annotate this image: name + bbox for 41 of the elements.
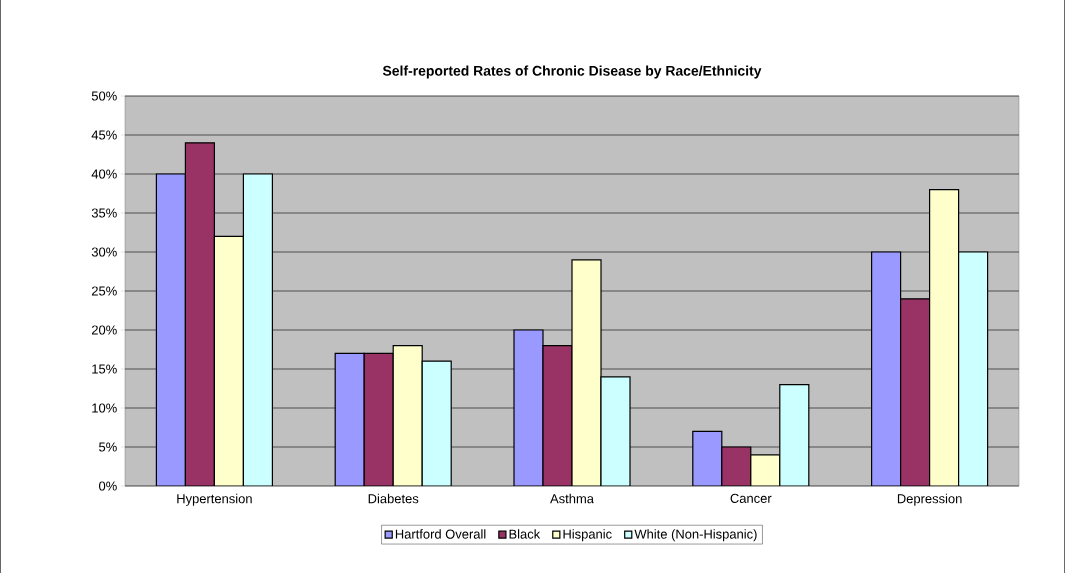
y-tick-label: 35% <box>91 208 117 218</box>
x-tick-label: Depression <box>897 493 962 506</box>
x-tick-label: Cancer <box>730 493 772 503</box>
bar <box>156 174 186 486</box>
bar <box>334 352 365 486</box>
bar <box>392 345 423 486</box>
y-tick-label: 10% <box>92 403 117 413</box>
bar <box>779 384 810 486</box>
bar <box>929 189 960 486</box>
y-tick-label: 5% <box>99 442 117 452</box>
bar <box>421 360 452 486</box>
bar <box>900 298 931 486</box>
chart-title: Self-reported Rates of Chronic Disease by Race/Ethnicity <box>382 65 762 79</box>
bar <box>513 329 544 486</box>
bar <box>600 376 631 486</box>
bar <box>692 430 723 486</box>
bar <box>243 174 273 486</box>
x-tick-label: Hypertension <box>177 493 252 506</box>
bar <box>871 251 902 486</box>
y-tick-label: 45% <box>91 130 117 140</box>
legend-label: White (Non-Hispanic) <box>634 529 757 542</box>
y-tick-label: 25% <box>91 286 117 296</box>
bar <box>542 345 573 486</box>
bar <box>750 454 781 486</box>
y-tick-label: 20% <box>91 325 117 335</box>
y-tick-label: 40% <box>91 169 117 179</box>
legend-label: Black <box>509 529 541 539</box>
legend-label: Hispanic <box>563 529 612 542</box>
bar <box>185 142 215 486</box>
y-tick-label: 50% <box>91 91 117 101</box>
x-tick-label: Asthma <box>550 493 594 504</box>
legend-label: Hartford Overall <box>395 529 486 539</box>
bar <box>214 236 244 486</box>
bar <box>721 446 752 486</box>
y-tick-label: 0% <box>99 481 117 491</box>
y-tick-label: 30% <box>91 247 117 257</box>
bar <box>958 251 989 486</box>
y-tick-label: 15% <box>92 364 117 374</box>
bar <box>571 259 602 486</box>
bar <box>363 352 394 486</box>
x-tick-label: Diabetes <box>368 493 419 504</box>
